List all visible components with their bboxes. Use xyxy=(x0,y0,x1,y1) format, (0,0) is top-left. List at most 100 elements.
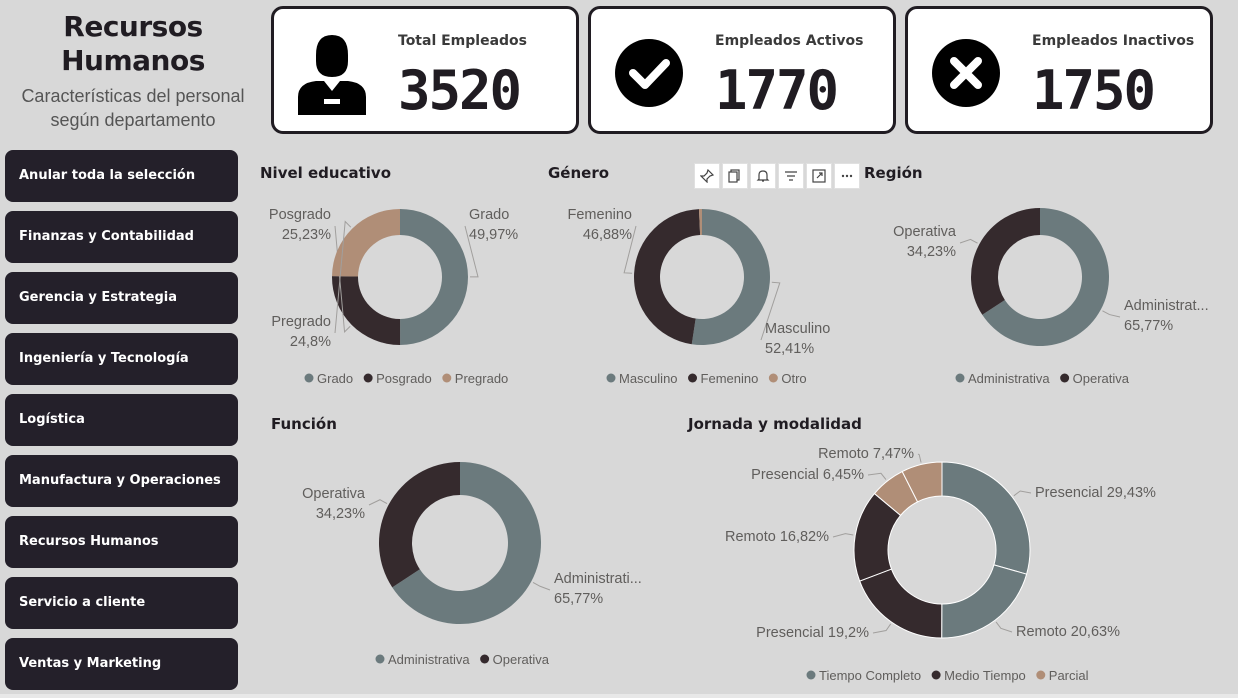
slicer-button-recursos-humanos[interactable]: Recursos Humanos xyxy=(5,516,238,568)
donut-slice[interactable] xyxy=(633,209,701,345)
data-label: Remoto 7,47% xyxy=(818,446,914,462)
legend-item[interactable]: Posgrado xyxy=(376,371,432,386)
leader-line xyxy=(872,623,892,634)
leader-line xyxy=(832,533,854,538)
donut-funcion: Administrati... 65,77% Operativa 34,23% Admi… xyxy=(302,462,642,667)
slicer-button-finanzas[interactable]: Finanzas y Contabilidad xyxy=(5,211,238,263)
visual-toolbar xyxy=(694,163,860,189)
donut-slice[interactable] xyxy=(698,209,702,236)
legend-marker xyxy=(304,373,314,383)
data-label: Administrati... xyxy=(554,571,642,587)
data-label: Remoto 20,63% xyxy=(1016,624,1120,640)
donut-slice[interactable] xyxy=(379,462,460,588)
kpi-value: 1770 xyxy=(715,59,839,122)
data-label: Operativa xyxy=(302,486,366,502)
donut-region: Administrat... 65,77% Operativa 34,23% Admin… xyxy=(893,208,1209,386)
leader-line xyxy=(995,621,1013,633)
chart-title-genero: Género xyxy=(548,164,610,182)
donut-slice[interactable] xyxy=(941,461,1031,575)
bell-icon[interactable] xyxy=(750,163,776,189)
chart-title-nivel: Nivel educativo xyxy=(260,164,392,182)
legend-item[interactable]: Masculino xyxy=(619,371,678,386)
legend-item[interactable]: Administrativa xyxy=(388,652,470,667)
legend-marker xyxy=(375,654,385,664)
legend-marker xyxy=(806,670,816,680)
donut-slice[interactable] xyxy=(392,462,541,624)
donut-nivel: Grado 49,97% Posgrado 25,23% Pregrado 24,8% Gr… xyxy=(269,207,518,386)
legend-item[interactable]: Grado xyxy=(317,371,353,386)
legend-marker xyxy=(363,373,373,383)
donut-genero: Masculino 52,41% Femenino 46,88% Masculino Fe… xyxy=(568,207,831,386)
legend-item[interactable]: Pregrado xyxy=(455,371,508,386)
donut-slice[interactable] xyxy=(332,209,400,277)
data-label-value: 65,77% xyxy=(1124,318,1173,334)
legend-marker xyxy=(931,670,941,680)
leader-line xyxy=(1102,310,1121,318)
slicer-button-gerencia[interactable]: Gerencia y Estrategia xyxy=(5,272,238,324)
slicer-clear-selection-button[interactable]: Anular toda la selección xyxy=(5,150,238,202)
slicer-button-ingenieria[interactable]: Ingeniería y Tecnología xyxy=(5,333,238,385)
leader-line xyxy=(334,220,352,334)
x-circle-icon xyxy=(932,39,1000,107)
donut-slice[interactable] xyxy=(400,209,469,345)
legend-marker xyxy=(768,373,778,383)
slicer-button-servicio[interactable]: Servicio a cliente xyxy=(5,577,238,629)
data-label: Presencial 6,45% xyxy=(751,467,864,483)
kpi-card-total: Total Empleados 3520 xyxy=(271,6,579,134)
legend-marker xyxy=(1036,670,1046,680)
legend-item[interactable]: Tiempo Completo xyxy=(819,668,921,683)
legend-item[interactable]: Femenino xyxy=(701,371,759,386)
filter-icon[interactable] xyxy=(778,163,804,189)
data-label: Masculino xyxy=(765,321,830,337)
page-title: Recursos Humanos xyxy=(61,10,205,77)
data-label-value: 46,88% xyxy=(583,227,632,243)
data-label: Posgrado xyxy=(269,207,331,223)
page-subtitle: Características del personal según depar… xyxy=(21,86,245,130)
slicer-button-logistica[interactable]: Logística xyxy=(5,394,238,446)
donut-slice[interactable] xyxy=(901,461,943,503)
title-block: Recursos Humanos Características del per… xyxy=(0,10,266,132)
kpi-value: 1750 xyxy=(1032,59,1156,122)
chart-title-region: Región xyxy=(864,164,923,182)
data-label: Operativa xyxy=(893,224,957,240)
donut-slice[interactable] xyxy=(971,208,1040,315)
legend-marker xyxy=(1060,373,1070,383)
copy-icon[interactable] xyxy=(722,163,748,189)
leader-line xyxy=(464,225,479,278)
legend-item[interactable]: Operativa xyxy=(1073,371,1130,386)
data-label-value: 24,8% xyxy=(290,334,331,350)
leader-line xyxy=(1013,490,1032,497)
donut-slice[interactable] xyxy=(982,208,1109,347)
kpi-card-inactive: Empleados Inactivos 1750 xyxy=(905,6,1213,134)
legend-item[interactable]: Operativa xyxy=(493,652,550,667)
data-label-value: 25,23% xyxy=(282,227,331,243)
donut-slice[interactable] xyxy=(691,209,771,345)
legend-item[interactable]: Otro xyxy=(781,371,806,386)
leader-line xyxy=(867,472,887,480)
leader-line xyxy=(623,225,637,274)
data-label: Presencial 29,43% xyxy=(1035,485,1156,501)
data-label: Grado xyxy=(469,207,509,223)
data-label: Remoto 16,82% xyxy=(725,529,829,545)
legend-marker xyxy=(442,373,452,383)
slicer-button-manufactura[interactable]: Manufactura y Operaciones xyxy=(5,455,238,507)
donut-slice[interactable] xyxy=(332,276,401,345)
focus-mode-icon[interactable] xyxy=(806,163,832,189)
slicer-button-ventas[interactable]: Ventas y Marketing xyxy=(5,638,238,690)
legend-item[interactable]: Parcial xyxy=(1049,668,1089,683)
legend-marker xyxy=(606,373,616,383)
donut-slice[interactable] xyxy=(941,564,1028,639)
legend-marker xyxy=(480,654,490,664)
legend-item[interactable]: Administrativa xyxy=(968,371,1050,386)
kpi-value: 3520 xyxy=(398,59,522,122)
donut-slice[interactable] xyxy=(859,568,943,639)
more-options-icon[interactable] xyxy=(834,163,860,189)
chart-title-jornada: Jornada y modalidad xyxy=(688,415,862,433)
data-label-value: 34,23% xyxy=(316,506,365,522)
pin-icon[interactable] xyxy=(694,163,720,189)
legend-marker xyxy=(955,373,965,383)
legend-item[interactable]: Medio Tiempo xyxy=(944,668,1026,683)
leader-line xyxy=(532,582,551,591)
donut-jornada: Presencial 29,43% Remoto 20,63% Presencial… xyxy=(725,446,1156,683)
